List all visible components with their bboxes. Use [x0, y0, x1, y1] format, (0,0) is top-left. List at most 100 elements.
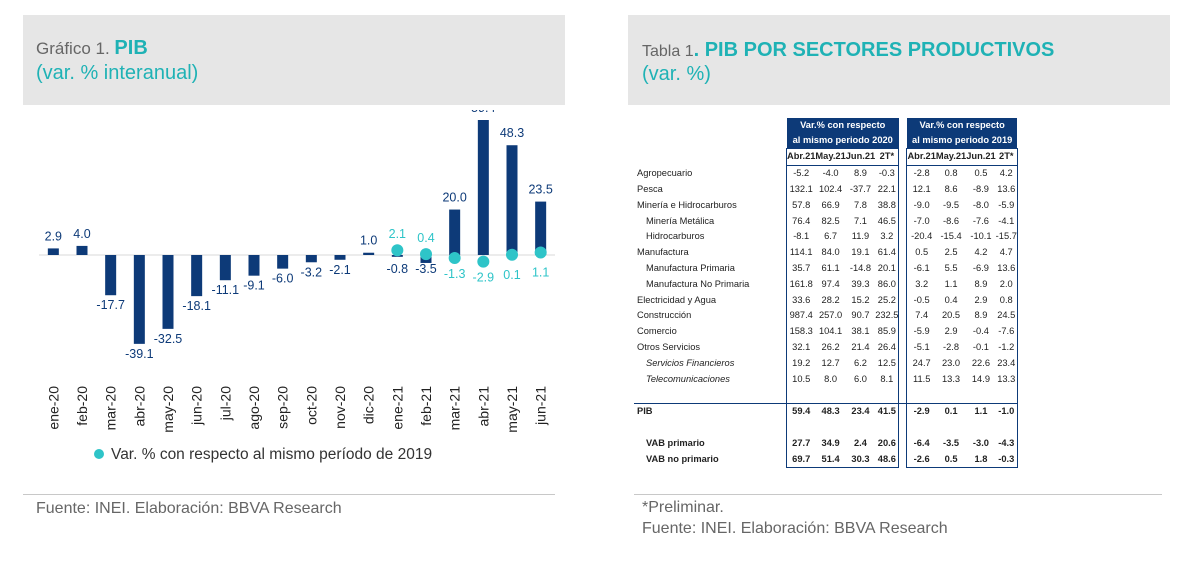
table-cell: 35.7 [786, 260, 816, 277]
legend-label: Var. % con respecto al mismo período de … [111, 446, 432, 463]
x-tick-label: mar-20 [103, 386, 119, 431]
bar-value-label: -39.1 [125, 347, 154, 361]
table-cell: 8.0 [824, 373, 838, 384]
x-tick-label: jun-20 [189, 386, 205, 426]
table-cell: 13.3 [995, 371, 1018, 387]
dot-value-label: 2.1 [389, 227, 406, 241]
table-cell: 38.8 [875, 197, 900, 214]
x-tick-label: may-21 [504, 386, 520, 433]
table-cell: 0.1 [935, 402, 967, 420]
group-header-2019-line2: al mismo periodo 2019 [912, 135, 1013, 145]
table-cell: 26.2 [821, 341, 840, 352]
x-tick-label: ene-20 [45, 386, 61, 430]
table-cell [846, 420, 875, 436]
table-source: Fuente: INEI. Elaboración: BBVA Research [642, 520, 948, 537]
x-tick-label: sep-20 [275, 386, 291, 429]
dot-value-label: -1.3 [444, 267, 466, 281]
table-row: Manufactura No Primaria 161.8 97.4 39.3 86.0… [634, 276, 1018, 293]
table-cell: 12.1 [906, 181, 936, 198]
x-tick-label: dic-20 [361, 386, 377, 424]
table-cell: 4.2 [974, 247, 988, 258]
table-cell: 10.5 [786, 371, 816, 387]
table-cell: 26.4 [875, 339, 900, 356]
legend-marker [94, 449, 104, 459]
col-header: May.21 [815, 148, 846, 166]
table-cell: 97.4 [821, 278, 840, 289]
table-cell: 2.0 [995, 276, 1018, 293]
table-cell: -2.6 [906, 451, 936, 468]
table-cell: 102.4 [818, 183, 843, 194]
row-label: Manufactura No Primaria [646, 278, 750, 289]
table-cell: 158.3 [786, 323, 816, 340]
row-label: PIB [634, 402, 787, 420]
bar-ene-20 [47, 248, 59, 255]
table-cell: 6.2 [854, 357, 867, 368]
table-cell: -7.6 [972, 215, 989, 226]
chart-title: Gráfico 1. PIB [36, 37, 148, 60]
chart-subtitle: (var. % interanual) [36, 62, 199, 84]
row-label: Comercio [637, 326, 677, 337]
table-cell [815, 420, 845, 436]
table-cell: 2.9 [974, 294, 988, 305]
table-separator [899, 420, 907, 436]
table-cell: 1.1 [966, 402, 996, 420]
table-cell: 34.9 [821, 437, 840, 448]
x-tick-label: feb-20 [74, 386, 90, 426]
group-header-2020-line2: al mismo periodo 2020 [792, 135, 893, 145]
table-separator [899, 371, 907, 387]
dot-value-label: -2.9 [473, 271, 495, 285]
table-cell: -4.3 [995, 435, 1018, 452]
bar-jun-21 [535, 201, 547, 255]
bar-feb-20 [76, 245, 88, 255]
table-cell: -20.4 [906, 228, 936, 245]
chart-title-prefix: Gráfico 1. [36, 39, 115, 58]
table-body: Agropecuario -5.2 -4.0 8.9 -0.3 -2.8 0.8 0.5 4.2… [634, 165, 1018, 468]
x-tick-label: abr-21 [475, 386, 491, 427]
table-cell [786, 386, 816, 404]
table-cell: 7.8 [854, 199, 867, 210]
table-cell: 8.6 [944, 183, 958, 194]
row-label: Servicios Financieros [646, 357, 735, 368]
table-cell [906, 419, 936, 436]
table-separator [899, 308, 907, 324]
table-cell: -5.2 [786, 165, 816, 182]
table-cell: 15.2 [851, 294, 870, 305]
table-cell [936, 387, 966, 403]
table-cell: 39.3 [851, 278, 870, 289]
table-cell: 24.5 [995, 307, 1018, 324]
bar-mar-20 [105, 255, 117, 296]
table-cell: 51.4 [815, 451, 846, 468]
table-cell: 4.2 [995, 165, 1018, 182]
chart-source: Fuente: INEI. Elaboración: BBVA Research [36, 500, 342, 517]
table-cell: 33.6 [786, 292, 816, 308]
bar-value-label: -17.7 [96, 298, 125, 312]
bar-value-label: -32.5 [154, 332, 183, 346]
x-tick-label: abr-20 [131, 386, 147, 427]
row-label: Minería e Hidrocarburos [637, 199, 737, 210]
table-separator [899, 355, 907, 371]
table-cell: 19.1 [851, 247, 870, 258]
bar-abr-21 [477, 120, 489, 255]
table-cell: 66.9 [821, 199, 840, 210]
table-cell: 59.4 [786, 402, 816, 420]
table-cell: 25.2 [875, 292, 900, 308]
row-label: Electricidad y Agua [637, 294, 717, 305]
table-row: Hidrocarburos -8.1 6.7 11.9 3.2 -20.4 -15.4 -10… [634, 228, 1018, 245]
table-cell: 3.2 [906, 276, 936, 293]
col-header: 2T* [875, 148, 900, 166]
table-cell: 8.9 [974, 310, 988, 321]
bar-value-label: -18.1 [182, 299, 211, 313]
dot-value-label: 1.1 [532, 266, 549, 280]
bar-value-label: 59.4 [471, 110, 495, 115]
table-cell: 7.4 [906, 307, 936, 324]
bar-dic-20 [363, 252, 375, 255]
table-cell: 1.1 [944, 278, 958, 289]
table-cell: 61.4 [875, 244, 900, 261]
table-cell: 41.5 [875, 402, 900, 420]
table-row: Minería Metálica 76.4 82.5 7.1 46.5 -7.0 -8.6 -… [634, 213, 1018, 229]
table-row: Otros Servicios 32.1 26.2 21.4 26.4 -5.1 -2.8 -… [634, 339, 1018, 356]
row-label: VAB primario [646, 437, 705, 448]
bar-value-label: 1.0 [360, 234, 377, 248]
table-cell: 48.6 [875, 451, 900, 468]
table-cell: -7.0 [906, 213, 936, 229]
